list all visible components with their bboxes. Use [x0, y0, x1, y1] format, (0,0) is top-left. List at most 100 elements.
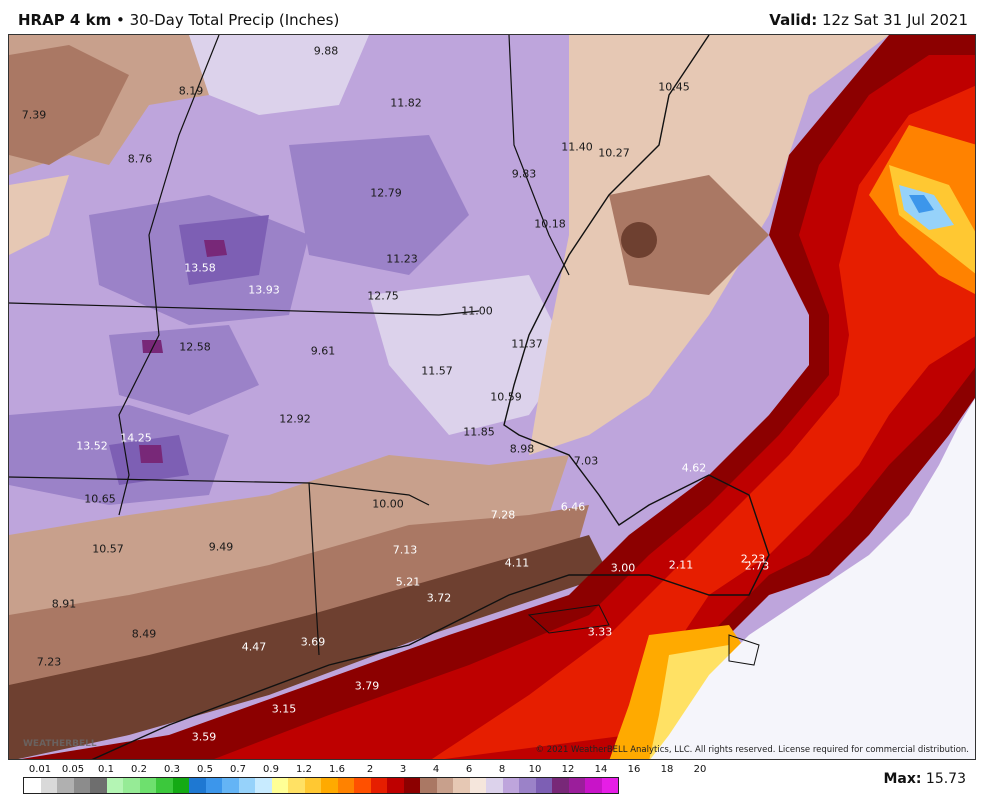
precip-value-label: 10.45	[658, 80, 690, 94]
precip-value-label: 8.49	[131, 627, 157, 641]
field-n-lavender	[189, 35, 369, 115]
precip-value-label: 3.33	[587, 625, 613, 639]
colorbar-tick-label: 14	[594, 764, 608, 775]
logo-text: WEATHERBELL	[23, 739, 97, 749]
precip-value-label: 11.40	[561, 140, 593, 154]
precip-value-label: 3.72	[426, 591, 452, 605]
colorbar-tick-label: 8	[498, 764, 506, 775]
colorbar-swatch	[535, 778, 552, 793]
precip-value-label: 5.21	[395, 575, 421, 589]
colorbar-swatch	[585, 778, 602, 793]
colorbar-tick-label: 0.7	[230, 764, 246, 775]
colorbar-swatch	[420, 778, 437, 793]
precip-value-label: 10.57	[92, 542, 124, 556]
colorbar-tick-label: 4	[432, 764, 440, 775]
field-nw-brown	[9, 45, 129, 165]
precip-value-label: 12.75	[367, 289, 399, 303]
precip-map[interactable]: 9.88 8.19 7.39 11.82 10.45 8.76 11.40 10.27 9.83…	[8, 34, 976, 760]
colorbar-swatch	[354, 778, 371, 793]
precip-value-label: 2.23	[740, 552, 766, 566]
field-s-yellow	[649, 645, 729, 759]
precip-value-label: 6.46	[560, 500, 586, 514]
colorbar-tick-label: 10	[528, 764, 542, 775]
colorbar-tick-label: 0.2	[131, 764, 147, 775]
colorbar-swatch	[205, 778, 222, 793]
precip-value-label: 13.52	[76, 439, 108, 453]
valid-time-value: 12z Sat 31 Jul 2021	[822, 11, 968, 29]
precip-value-label: 10.00	[372, 497, 404, 511]
max-value: Max: 15.73	[883, 771, 966, 787]
colorbar-swatch	[469, 778, 486, 793]
colorbar-tick-label: 20	[693, 764, 707, 775]
precip-value-label: 7.23	[36, 655, 62, 669]
precip-value-label: 7.03	[573, 454, 599, 468]
field-blue	[909, 195, 934, 213]
colorbar-swatch	[222, 778, 239, 793]
field-nodata	[650, 398, 975, 759]
island-nantucket	[728, 634, 760, 666]
precip-value-label: 3.00	[610, 561, 636, 575]
colorbar-swatch	[57, 778, 74, 793]
colorbar-tick-label: 3	[399, 764, 407, 775]
precip-value-label: 9.88	[313, 44, 339, 58]
precip-value-label: 13.58	[184, 261, 216, 275]
field-max-3	[139, 445, 163, 463]
precip-value-label: 3.59	[191, 730, 217, 744]
title-separator: •	[115, 11, 125, 29]
precip-value-label: 4.47	[241, 640, 267, 654]
precip-value-label: 7.28	[490, 508, 516, 522]
colorbar-swatch	[403, 778, 420, 793]
colorbar-swatch	[502, 778, 519, 793]
precip-value-label: 8.19	[178, 84, 204, 98]
precip-value-label: 11.37	[511, 337, 543, 351]
precip-value-label: 11.23	[386, 252, 418, 266]
colorbar-swatch	[123, 778, 140, 793]
colorbar-swatch	[568, 778, 585, 793]
colorbar-swatch	[271, 778, 288, 793]
colorbar-tick-label: 0.01	[28, 764, 52, 775]
colorbar-tick-label: 0.3	[164, 764, 180, 775]
precip-value-label: 8.98	[509, 442, 535, 456]
precip-value-label: 9.83	[511, 167, 537, 181]
precip-value-label: 12.92	[279, 412, 311, 426]
precip-value-label: 10.27	[598, 146, 630, 160]
colorbar-swatch	[24, 778, 41, 793]
colorbar-swatch	[486, 778, 503, 793]
colorbar-swatch	[519, 778, 536, 793]
colorbar-swatch	[90, 778, 107, 793]
colorbar-swatch	[601, 778, 618, 793]
precip-value-label: 9.61	[310, 344, 336, 358]
header-bar: HRAP 4 km • 30-Day Total Precip (Inches)…	[0, 0, 984, 34]
precip-value-label: 11.85	[463, 425, 495, 439]
precip-value-label: 3.79	[354, 679, 380, 693]
precip-value-label: 2.73	[744, 559, 770, 573]
colorbar-swatch	[304, 778, 321, 793]
precip-value-label: 12.79	[370, 186, 402, 200]
colorbar-swatch	[436, 778, 453, 793]
precip-value-label: 9.49	[208, 540, 234, 554]
model-name: HRAP 4 km	[18, 11, 112, 29]
field-red-2	[214, 55, 975, 759]
field-e-brown	[609, 175, 769, 295]
valid-time: Valid: 12z Sat 31 Jul 2021	[769, 11, 968, 29]
island-marthas-vineyard	[527, 604, 610, 634]
precip-value-label: 12.58	[179, 340, 211, 354]
product-name: 30-Day Total Precip (Inches)	[129, 11, 340, 29]
weatherbell-logo: WEATHERBELL	[23, 739, 97, 749]
colorbar-tick-label: 0.05	[61, 764, 85, 775]
colorbar-tick-label: 18	[660, 764, 674, 775]
colorbar-ticks: 0.01 0.05 0.1 0.2 0.3 0.5 0.7 0.9 1.2 1.6 2 3 4 6 8 10 1…	[23, 764, 707, 776]
precip-value-label: 4.62	[681, 461, 707, 475]
precip-value-label: 10.65	[84, 492, 116, 506]
colorbar-swatch	[189, 778, 206, 793]
colorbar-tick-label: 6	[465, 764, 473, 775]
field-w-tan	[9, 175, 69, 255]
colorbar-swatch	[288, 778, 305, 793]
coastline	[91, 35, 770, 759]
colorbar-swatch	[453, 778, 470, 793]
precip-value-label: 11.82	[390, 96, 422, 110]
colorbar-swatch	[73, 778, 90, 793]
precip-value-label: 4.11	[504, 556, 530, 570]
map-title: HRAP 4 km • 30-Day Total Precip (Inches)	[18, 11, 339, 29]
precip-field	[9, 35, 975, 759]
